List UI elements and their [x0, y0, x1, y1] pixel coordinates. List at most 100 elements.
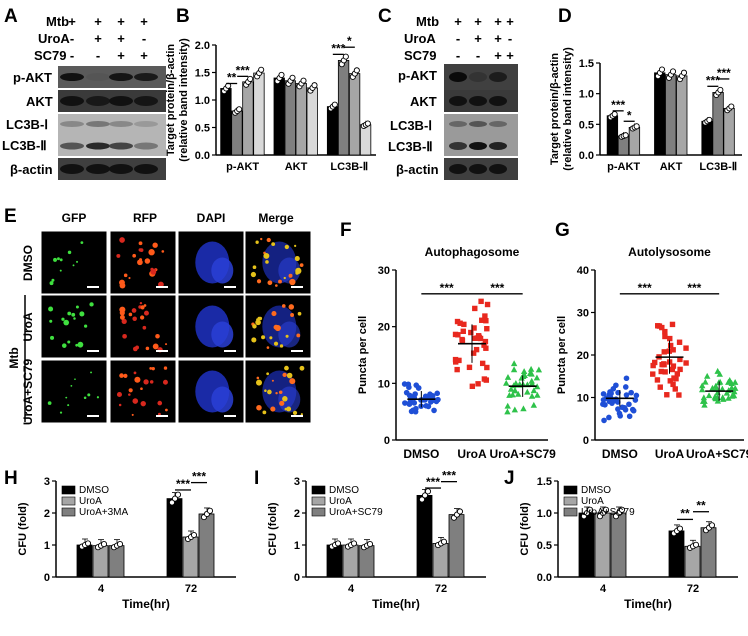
data-point	[418, 496, 426, 503]
y-tick-label: 0.5	[537, 540, 552, 552]
panel-letter-c: C	[378, 6, 392, 27]
puncta-dot	[295, 271, 299, 275]
data-point	[534, 391, 541, 398]
data-point	[670, 363, 677, 369]
x-tick-label: AKT	[660, 161, 683, 173]
puncta-dot	[150, 268, 157, 275]
data-point	[618, 506, 626, 513]
puncta-dot	[282, 372, 287, 378]
data-point	[662, 333, 668, 340]
data-point	[168, 499, 176, 506]
data-point	[664, 392, 670, 398]
data-point	[506, 391, 513, 398]
y-axis-title: Puncta per cell	[357, 316, 369, 394]
data-point	[342, 53, 349, 60]
puncta-dot	[256, 404, 262, 411]
data-point	[535, 366, 543, 373]
data-point	[482, 313, 488, 319]
data-point	[626, 401, 632, 408]
data-point	[366, 541, 374, 548]
data-point	[100, 541, 108, 548]
puncta-dot	[144, 258, 151, 264]
puncta-dot	[145, 346, 150, 351]
data-point	[702, 378, 709, 385]
data-point	[459, 337, 466, 344]
data-point	[116, 541, 124, 548]
bar	[295, 83, 307, 156]
treatment-sign: +	[474, 31, 482, 46]
x-tick-label: 4	[348, 583, 355, 595]
bar	[578, 512, 595, 578]
blot-band	[109, 96, 133, 106]
puncta-dot	[271, 242, 276, 247]
puncta-dot	[139, 301, 143, 305]
treatment-sign: -	[96, 48, 100, 63]
data-point	[174, 491, 182, 498]
chart-H: 0 1 2 3 CFU (fold) 4 72 Time(hr) DMSOUroAUroA+3M…	[17, 470, 236, 611]
bar	[326, 106, 339, 156]
y-tick-label: 0.5	[195, 123, 210, 135]
puncta-dot	[133, 371, 137, 375]
bar	[448, 514, 465, 578]
data-point	[623, 375, 630, 382]
x-tick-label: DMSO	[403, 447, 439, 461]
data-point	[632, 397, 639, 403]
data-point	[452, 356, 459, 363]
micro-tile-rfp	[109, 294, 177, 359]
data-point	[533, 374, 541, 381]
data-point	[662, 369, 668, 375]
significance-label: ***	[638, 281, 652, 295]
data-point	[478, 298, 484, 305]
blot-band	[489, 121, 507, 127]
bar	[92, 545, 109, 578]
puncta-dot	[284, 407, 288, 411]
bar	[273, 77, 285, 156]
puncta-dot	[70, 384, 73, 387]
treatment-sign: +	[94, 31, 102, 46]
data-point	[479, 317, 485, 323]
panel-letter-h: H	[4, 468, 18, 489]
puncta-dot	[269, 336, 273, 340]
puncta-dot	[165, 408, 168, 412]
blot-c-row-sc79: SC79	[404, 48, 437, 63]
data-point	[667, 342, 674, 349]
puncta-dot	[286, 406, 292, 412]
y-axis-title: Target protein/β-actin	[165, 44, 177, 157]
data-point	[483, 345, 489, 351]
treatment-sign: +	[68, 14, 76, 29]
puncta-dot	[266, 372, 270, 376]
data-point	[705, 392, 713, 399]
nucleus-blob	[278, 321, 301, 348]
blot-a-row-uroa: UroA	[38, 31, 70, 46]
blot-a-row-sc79: SC79	[34, 48, 67, 63]
puncta-dot	[67, 250, 72, 255]
x-tick-label: 4	[600, 583, 607, 595]
puncta-dot	[83, 396, 87, 400]
puncta-dot	[282, 396, 288, 402]
data-point	[510, 366, 518, 373]
puncta-dot	[67, 311, 72, 316]
data-point	[425, 403, 432, 410]
x-tick-label: 72	[185, 583, 197, 595]
treatment-sign: +	[454, 14, 462, 29]
legend-label: UroA	[329, 496, 352, 507]
significance-label: ***	[687, 281, 701, 295]
y-tick-label: 1	[294, 540, 300, 552]
data-point	[479, 360, 486, 367]
treatment-sign: +	[494, 14, 502, 29]
significance-label: **	[680, 506, 690, 520]
puncta-dot	[292, 410, 298, 415]
bar	[700, 527, 717, 578]
data-point	[511, 406, 519, 413]
treatment-sign: +	[494, 48, 502, 63]
data-point	[331, 101, 338, 108]
data-point	[614, 399, 621, 405]
data-point	[258, 66, 265, 73]
y-tick-label: 30	[577, 308, 589, 320]
bar	[306, 87, 318, 156]
significance-label: ***	[236, 63, 250, 77]
data-point	[657, 384, 663, 390]
data-point	[350, 540, 358, 547]
